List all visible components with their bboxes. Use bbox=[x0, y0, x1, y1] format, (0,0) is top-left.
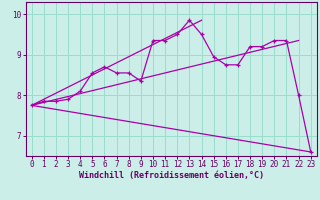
X-axis label: Windchill (Refroidissement éolien,°C): Windchill (Refroidissement éolien,°C) bbox=[79, 171, 264, 180]
